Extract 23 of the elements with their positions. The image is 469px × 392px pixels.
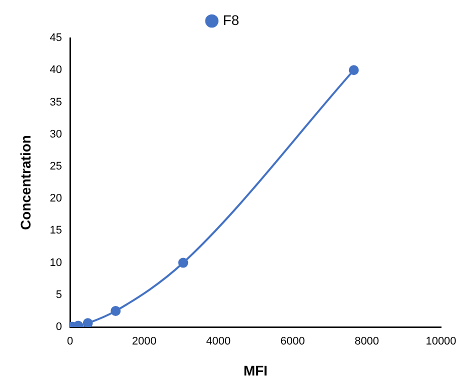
y-tick-label: 10 bbox=[50, 256, 62, 269]
legend-label: F8 bbox=[222, 12, 240, 28]
y-tick-label: 30 bbox=[50, 128, 62, 140]
y-tick-label: 15 bbox=[50, 224, 62, 237]
y-tick-label: 5 bbox=[56, 288, 62, 301]
point bbox=[178, 258, 188, 268]
y-tick-label: 40 bbox=[50, 64, 62, 76]
point bbox=[348, 65, 359, 76]
point bbox=[82, 318, 93, 327]
x-tick-label: 10000 bbox=[426, 336, 456, 348]
y-tick-label: 25 bbox=[50, 160, 62, 172]
x-tick-label: 2000 bbox=[132, 336, 156, 348]
point bbox=[110, 306, 121, 316]
x-tick-label: 6000 bbox=[280, 336, 305, 348]
x-tick-label: 4000 bbox=[206, 336, 231, 348]
y-tick-label: 45 bbox=[50, 32, 62, 44]
x-tick-label: 8000 bbox=[354, 336, 380, 348]
y-axis-title: Concentration bbox=[17, 135, 34, 230]
x-tick-label: 0 bbox=[66, 336, 74, 348]
y-tick-label: 35 bbox=[50, 96, 62, 108]
y-tick-label: 0 bbox=[56, 321, 62, 334]
x-axis-title: MFI bbox=[243, 362, 268, 378]
y-tick-label: 20 bbox=[50, 192, 62, 205]
